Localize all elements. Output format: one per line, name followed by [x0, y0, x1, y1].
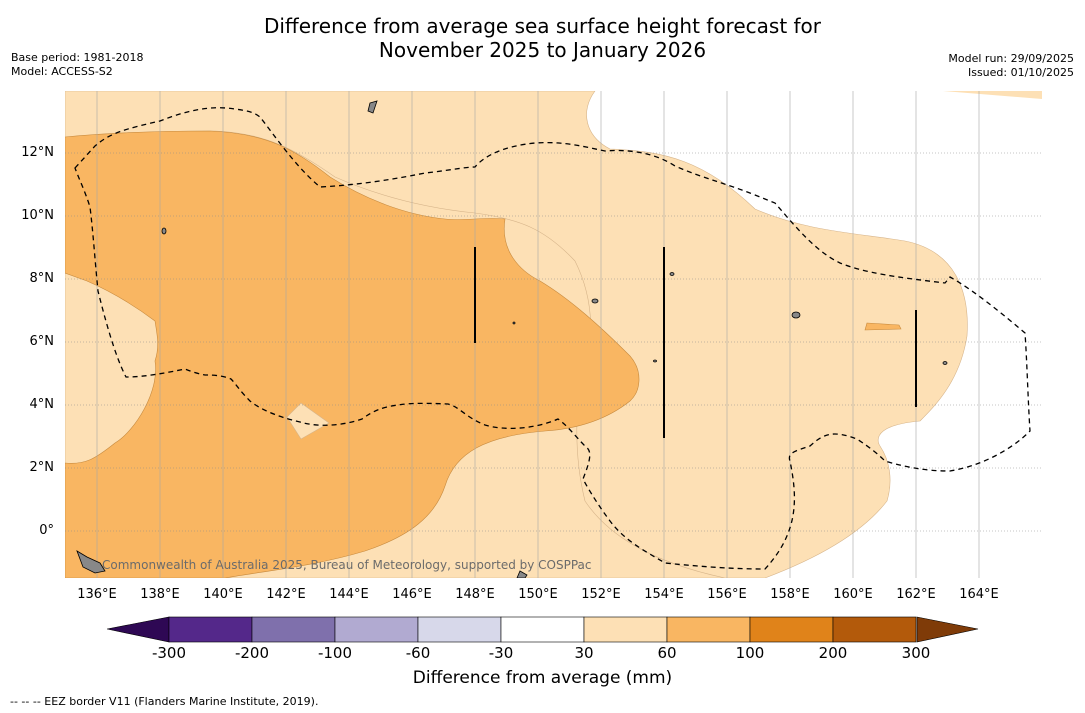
- colorbar-tick: 300: [901, 644, 931, 662]
- meta-left: Base period: 1981-2018 Model: ACCESS-S2: [11, 51, 143, 79]
- anomaly-patch-east: [864, 322, 902, 331]
- colorbar-tick: -300: [151, 644, 187, 662]
- lat-label-4n: 4°N: [29, 397, 55, 412]
- colorbar-tick: 100: [735, 644, 765, 662]
- lon-label-142e: 142°E: [266, 587, 306, 602]
- colorbar-label: Difference from average (mm): [412, 668, 673, 688]
- title-line-1: Difference from average sea surface heig…: [263, 14, 822, 38]
- colorbar-bin: [666, 616, 751, 643]
- lat-label-8n: 8°N: [29, 271, 55, 286]
- colorbar-under-arrow: [107, 616, 170, 643]
- anomaly-sliver-ne: [943, 91, 1042, 99]
- colorbar-tick: 200: [818, 644, 848, 662]
- colorbar-tick: -100: [317, 644, 353, 662]
- lon-label-146e: 146°E: [392, 587, 432, 602]
- lon-label-148e: 148°E: [455, 587, 495, 602]
- map-panel: [65, 91, 1042, 578]
- solid-markers: [474, 247, 917, 438]
- lon-label-144e: 144°E: [329, 587, 369, 602]
- colorbar: [107, 616, 979, 643]
- colorbar-tick: -30: [488, 644, 514, 662]
- colorbar-bin: [251, 616, 336, 643]
- lon-label-160e: 160°E: [833, 587, 873, 602]
- islands: [76, 100, 948, 578]
- issued-date: Issued: 01/10/2025: [967, 66, 1074, 79]
- chart-title: Difference from average sea surface heig…: [0, 14, 1085, 62]
- lon-label-158e: 158°E: [770, 587, 810, 602]
- lon-label-162e: 162°E: [896, 587, 936, 602]
- colorbar-tick: -200: [234, 644, 270, 662]
- lat-label-2n: 2°N: [29, 460, 55, 475]
- lat-label-10n: 10°N: [21, 208, 54, 223]
- base-period: Base period: 1981-2018: [11, 51, 144, 64]
- colorbar-tick: -60: [405, 644, 431, 662]
- lat-label-0: 0°: [39, 523, 54, 538]
- colorbar-tick: 60: [657, 644, 677, 662]
- lon-label-138e: 138°E: [140, 587, 180, 602]
- graticule: [65, 152, 1042, 532]
- colorbar-over-arrow: [916, 616, 979, 643]
- title-line-2: November 2025 to January 2026: [378, 38, 707, 62]
- meta-right: Model run: 29/09/2025 Issued: 01/10/2025: [948, 52, 1074, 80]
- lat-label-6n: 6°N: [29, 334, 55, 349]
- lon-label-156e: 156°E: [707, 587, 747, 602]
- meridians: [96, 91, 980, 578]
- model-run: Model run: 29/09/2025: [948, 52, 1074, 65]
- colorbar-bin: [500, 616, 585, 643]
- lon-label-152e: 152°E: [581, 587, 621, 602]
- lon-label-136e: 136°E: [77, 587, 117, 602]
- model-name: Model: ACCESS-S2: [11, 65, 113, 78]
- copyright-credit: Commonwealth of Australia 2025, Bureau o…: [102, 558, 592, 572]
- colorbar-bin: [583, 616, 668, 643]
- colorbar-bin: [168, 616, 253, 643]
- colorbar-bin: [334, 616, 419, 643]
- eez-footnote: -- -- -- EEZ border V11 (Flanders Marine…: [10, 695, 319, 708]
- lon-label-150e: 150°E: [518, 587, 558, 602]
- colorbar-bin: [749, 616, 834, 643]
- colorbar-bin: [832, 616, 917, 643]
- map-svg: [65, 91, 1042, 578]
- anomaly-patch-small: [286, 402, 330, 440]
- lon-label-164e: 164°E: [959, 587, 999, 602]
- colorbar-bins: [168, 616, 917, 643]
- colorbar-bin: [417, 616, 502, 643]
- lon-label-140e: 140°E: [203, 587, 243, 602]
- lon-label-154e: 154°E: [644, 587, 684, 602]
- lat-label-12n: 12°N: [21, 145, 54, 160]
- colorbar-tick: 30: [574, 644, 594, 662]
